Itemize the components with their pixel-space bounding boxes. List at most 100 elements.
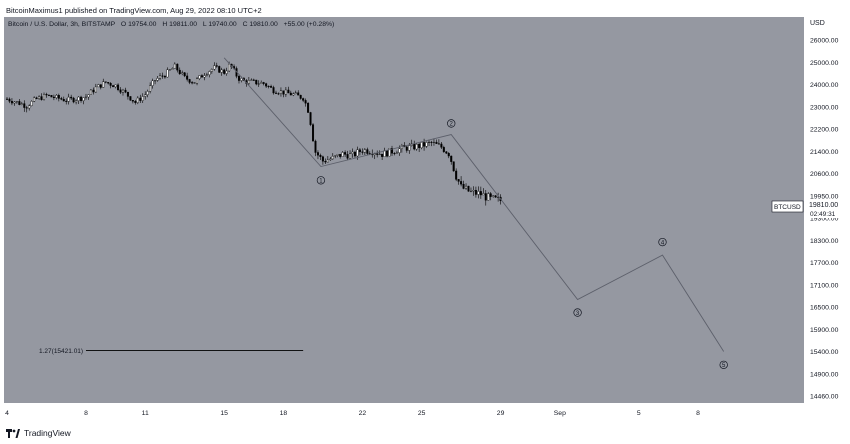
wave-label-3[interactable]: 3 [573, 308, 582, 317]
candle-body [183, 72, 186, 77]
candle-body [331, 155, 334, 160]
candle-body [432, 141, 435, 143]
candle-body [326, 159, 329, 163]
candle-body [282, 90, 285, 95]
candle-body [102, 81, 105, 88]
wave-label-circle [316, 176, 326, 185]
candle-body [55, 95, 58, 99]
candle-body [479, 191, 482, 196]
price-axis[interactable]: 26000.00 25000.00 24000.00 23000.00 22200.00… [810, 38, 839, 401]
candle-body [134, 101, 137, 103]
candle-body [363, 149, 366, 153]
candle-body [99, 84, 102, 88]
candle-body [223, 69, 226, 74]
candle-body [383, 150, 386, 157]
candle-body [247, 80, 250, 84]
legend-open-value: 19754.00 [128, 21, 157, 28]
price-tick-label: 14900.00 [810, 371, 839, 378]
legend: Bitcoin / U.S. Dollar, 3h, BITSTAMP O 19… [8, 21, 334, 28]
time-tick-label: 18 [280, 410, 288, 417]
candle-body [25, 107, 28, 109]
candle-body [126, 91, 129, 97]
wave-label-circle [573, 308, 582, 317]
candle-body [336, 154, 339, 156]
candle-body [492, 195, 495, 197]
price-tick-label: 16500.00 [810, 305, 839, 312]
chart-frame[interactable]: 1 2 3 4 5 26000.00 25000.00 24000.00 23000.00 22… [4, 17, 846, 423]
candle-body [294, 92, 297, 94]
candle-body [329, 158, 332, 161]
candle-body [97, 84, 100, 88]
candle-body [435, 141, 438, 144]
candle-body [395, 152, 398, 154]
candle-body [20, 103, 23, 105]
candle-body [94, 86, 97, 93]
candle-body [188, 79, 191, 83]
wave-label-2[interactable]: 2 [447, 119, 456, 128]
candle-body [215, 65, 218, 67]
fib-label: 1.27(15421.01) [39, 348, 83, 355]
wave-label-5[interactable]: 5 [719, 360, 728, 369]
time-tick-label: 8 [696, 410, 700, 417]
candle-body [469, 190, 472, 192]
wave-label-text: 4 [661, 240, 665, 246]
candle-body [312, 124, 315, 142]
fib-extension[interactable]: 1.27(15421.01) [39, 348, 304, 355]
candle-body [23, 103, 26, 108]
price-tick-label: 15400.00 [810, 349, 839, 356]
candle-body [437, 143, 440, 145]
candle-body [15, 101, 18, 103]
candle-body [428, 141, 431, 143]
candle-body [275, 92, 278, 94]
price-chart[interactable]: 1 2 3 4 5 26000.00 25000.00 24000.00 23000.00 22… [4, 17, 846, 423]
price-tick-label: 24000.00 [810, 82, 839, 89]
price-tick-label: 19300.00 [810, 216, 839, 223]
candle-body [398, 148, 401, 154]
candle-body [405, 146, 408, 151]
candle-body [356, 149, 359, 157]
candle-body [267, 85, 270, 87]
candle-body [341, 152, 344, 157]
candle-body [292, 93, 295, 96]
candle-body [161, 75, 164, 77]
candle-body [346, 154, 349, 159]
svg-text:Bitcoin / U.S. Dollar, 3h, BIT: Bitcoin / U.S. Dollar, 3h, BITSTAMP O 19… [8, 21, 334, 28]
candle-body [176, 63, 179, 71]
price-tick-label: 14460.00 [810, 394, 839, 401]
candle-body [442, 147, 445, 152]
time-axis[interactable]: 4 8 11 15 18 22 25 29 Sep 5 8 [5, 410, 700, 417]
wave-label-text: 1 [319, 179, 323, 185]
candle-body [186, 75, 189, 80]
candle-body [196, 78, 199, 84]
candle-body [447, 153, 450, 157]
candle-body [151, 80, 154, 86]
candle-body [489, 193, 492, 197]
candle-body [45, 94, 48, 96]
candle-body [154, 80, 157, 82]
candle-body [149, 85, 152, 92]
candle-body [237, 76, 240, 81]
candle-body [445, 151, 448, 154]
symbol-badge-text: BTCUSD [774, 204, 801, 211]
candle-body [457, 179, 460, 182]
wave-count-line[interactable] [223, 57, 725, 352]
wave-label-1[interactable]: 1 [316, 176, 326, 185]
candle-body [366, 149, 369, 154]
time-tick-label: 29 [497, 410, 505, 417]
price-tick-label: 26000.00 [810, 38, 839, 45]
candle-body [129, 96, 132, 101]
wave-label-4[interactable]: 4 [658, 237, 667, 246]
time-tick-label: 8 [84, 410, 88, 417]
candle-body [314, 140, 317, 153]
candle-body [494, 195, 497, 198]
candle-body [240, 78, 243, 81]
price-tick-label: 17700.00 [810, 260, 839, 267]
currency-label: USD [810, 20, 825, 27]
candle-body [425, 142, 428, 147]
tradingview-logo-icon [6, 428, 20, 438]
symbol-badge [771, 200, 804, 213]
candle-body [205, 74, 208, 76]
candle-body [191, 82, 194, 84]
candle-body [65, 100, 68, 102]
tradingview-footer[interactable]: TradingView [6, 428, 71, 438]
